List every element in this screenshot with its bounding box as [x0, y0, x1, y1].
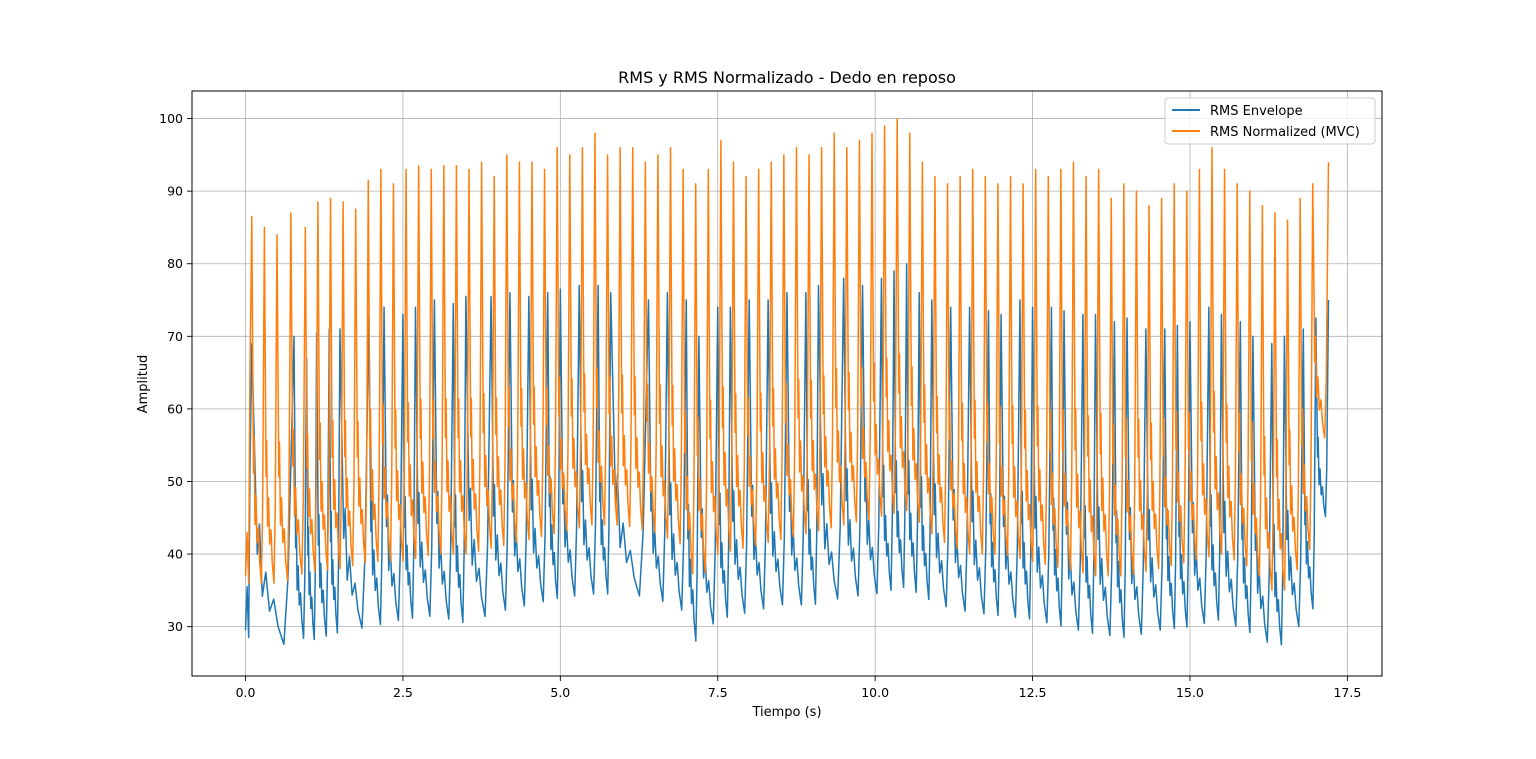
- x-tick-label: 5.0: [550, 685, 570, 700]
- x-tick-label: 10.0: [861, 685, 889, 700]
- x-tick-label: 7.5: [708, 685, 728, 700]
- legend-box: [1164, 97, 1376, 145]
- y-tick-label: 30: [167, 619, 183, 634]
- legend-label-rms-envelope: RMS Envelope: [1210, 104, 1303, 119]
- chart-title: RMS y RMS Normalizado - Dedo en reposo: [618, 68, 956, 87]
- y-tick-label: 80: [167, 256, 183, 271]
- x-tick-label: 12.5: [1019, 685, 1047, 700]
- plot-frame: [191, 90, 1383, 677]
- y-axis-label: Amplitud: [136, 355, 151, 414]
- x-tick-label: 17.5: [1333, 685, 1361, 700]
- y-tick-label: 40: [167, 547, 183, 562]
- y-tick-label: 50: [167, 474, 183, 489]
- x-tick-label: 2.5: [393, 685, 413, 700]
- y-tick-label: 100: [159, 111, 183, 126]
- y-axis-ticks: 30 40 50 60 70 80 90 100: [159, 111, 192, 634]
- x-tick-label: 15.0: [1176, 685, 1204, 700]
- legend-label-rms-normalized: RMS Normalized (MVC): [1210, 125, 1360, 140]
- y-tick-label: 60: [167, 401, 183, 416]
- series-line-rms-normalized: [244, 117, 1330, 592]
- y-tick-label: 70: [167, 329, 183, 344]
- x-axis-label: Tiempo (s): [751, 705, 821, 720]
- legend: RMS Envelope RMS Normalized (MVC): [1164, 97, 1376, 145]
- series-layer: [244, 117, 1330, 646]
- x-tick-label: 0.0: [236, 685, 256, 700]
- x-axis-ticks: 0.0 2.5 5.0 7.5 10.0 12.5 15.0 17.5: [236, 676, 1361, 700]
- y-tick-label: 90: [167, 184, 183, 199]
- series-line-rms-envelope: [244, 262, 1330, 646]
